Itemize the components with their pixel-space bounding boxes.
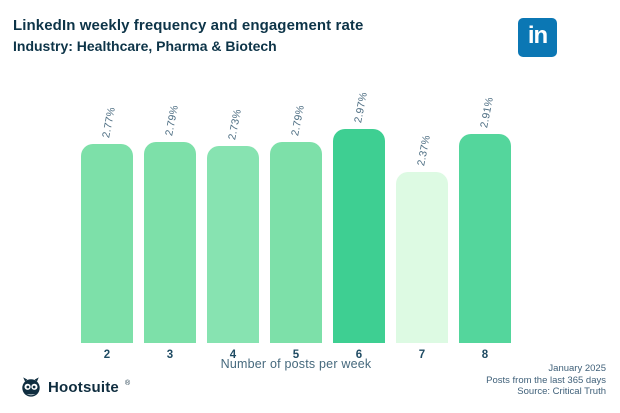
registered-mark: ® <box>124 379 131 387</box>
bar-value-label: 2.79% <box>289 104 307 138</box>
bar-column: 2.79% 3 <box>144 104 196 361</box>
x-tick-label: 6 <box>355 349 363 361</box>
bar: 2.97% <box>333 91 385 343</box>
bar-column: 2.77% 2 <box>81 106 133 361</box>
x-axis-title: Number of posts per week <box>220 357 372 371</box>
bar-value-label: 2.73% <box>226 108 244 142</box>
linkedin-logo-icon: in <box>518 18 557 57</box>
bar-column: 2.91% 8 <box>459 96 511 361</box>
bar: 2.91% <box>459 96 511 343</box>
x-tick-label: 8 <box>481 349 489 361</box>
source-notes: January 2025 Posts from the last 365 day… <box>486 363 606 398</box>
bar-column: 2.79% 5 <box>270 104 322 361</box>
hootsuite-wordmark: Hootsuite <box>48 378 119 396</box>
bar-column: 2.73% 4 <box>207 108 259 361</box>
note-date: January 2025 <box>548 363 606 374</box>
linkedin-logo-text: in <box>527 22 548 49</box>
x-tick-label: 4 <box>229 349 237 361</box>
bar: 2.79% <box>144 104 196 343</box>
x-tick-label: 7 <box>418 349 426 361</box>
chart-subtitle: Industry: Healthcare, Pharma & Biotech <box>13 38 277 54</box>
x-tick-label: 2 <box>103 349 111 361</box>
bar: 2.77% <box>81 106 133 343</box>
bar-chart: 2.77% 2 2.79% 3 2.73% 4 2.79% 5 2.97 <box>81 73 511 361</box>
bar: 2.37% <box>396 134 448 343</box>
bar: 2.79% <box>270 104 322 343</box>
bar-value-label: 2.91% <box>478 95 496 129</box>
bar-value-label: 2.77% <box>100 105 118 139</box>
bar-column: 2.37% 7 <box>396 134 448 361</box>
bar-column: 2.97% 6 <box>333 91 385 361</box>
note-range: Posts from the last 365 days <box>486 374 606 386</box>
bar-value-label: 2.37% <box>415 134 433 168</box>
x-tick-label: 5 <box>292 349 300 361</box>
bar-value-label: 2.79% <box>163 104 181 138</box>
hootsuite-owl-icon <box>22 377 40 397</box>
bar-value-label: 2.97% <box>352 91 370 125</box>
hootsuite-logo: Hootsuite ® <box>20 376 130 398</box>
chart-title: LinkedIn weekly frequency and engagement… <box>13 17 364 34</box>
bar: 2.73% <box>207 108 259 343</box>
x-tick-label: 3 <box>166 349 174 361</box>
note-source: Source: Critical Truth <box>517 386 606 397</box>
